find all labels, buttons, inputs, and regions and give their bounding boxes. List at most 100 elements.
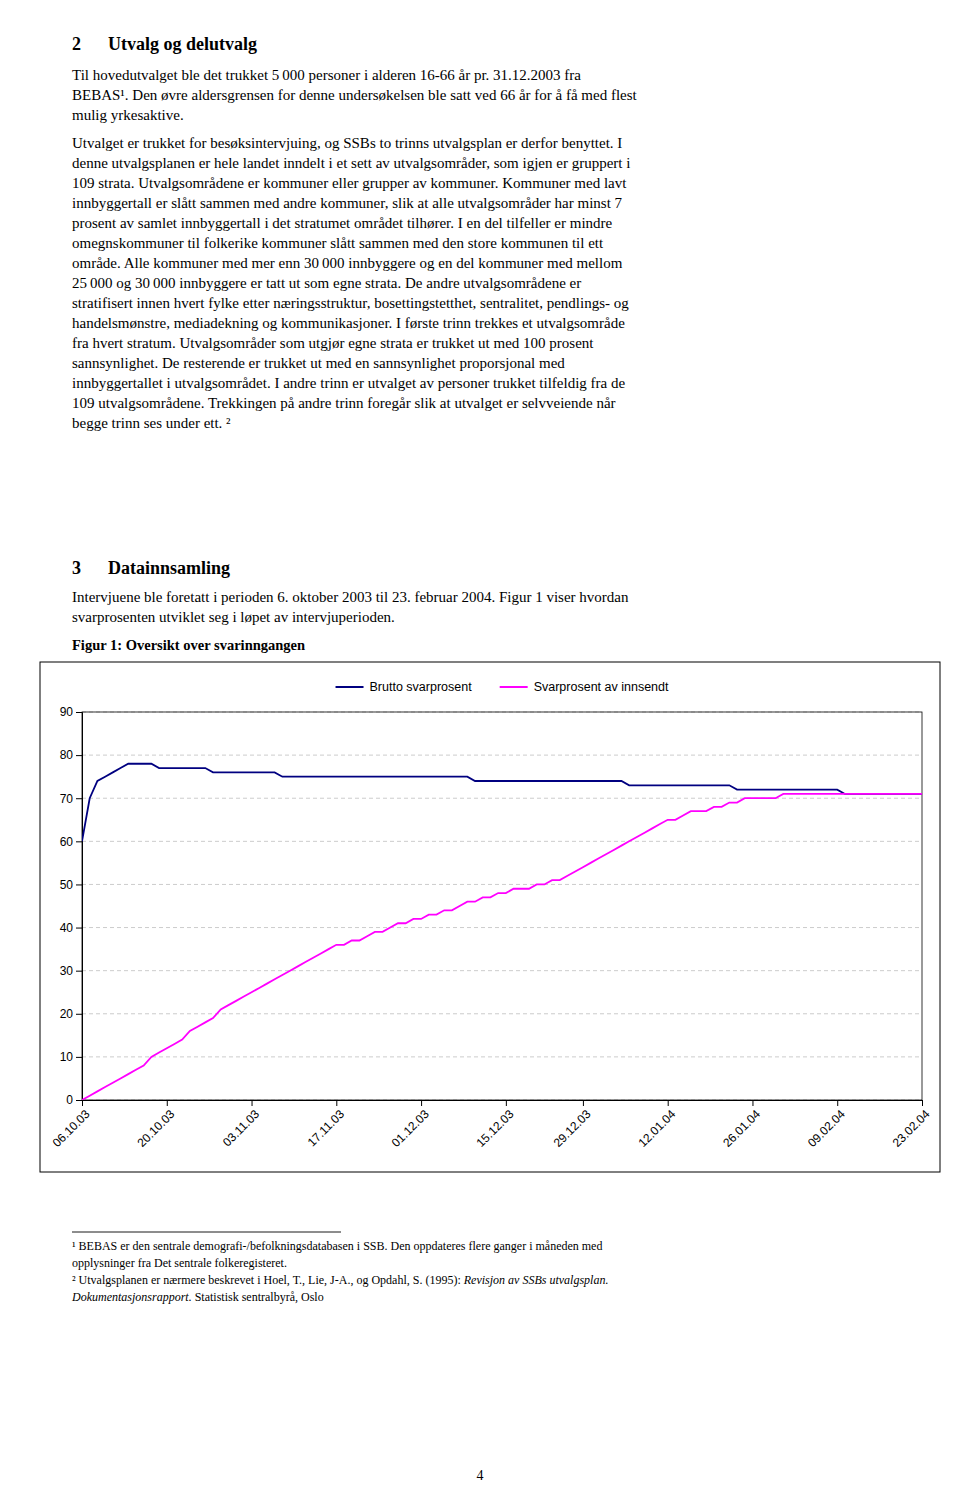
paragraph-line: begge trinn ses under ett. ² bbox=[72, 415, 231, 431]
x-tick: 20.10.03 bbox=[135, 1100, 178, 1150]
paragraph-line: område. Alle kommuner med mer enn 30 000… bbox=[72, 255, 623, 271]
heading-text: Utvalg og delutvalg bbox=[108, 34, 257, 54]
y-tick-mark bbox=[76, 1014, 82, 1015]
heading-number: 2 bbox=[72, 34, 81, 54]
grid-line bbox=[82, 755, 922, 756]
grid-line bbox=[82, 884, 922, 885]
y-axis-line bbox=[76, 713, 83, 1101]
paragraph-line: fra hvert stratum. Utvalgsområder som ut… bbox=[72, 335, 594, 351]
y-axis: 0102030405060708090 bbox=[60, 705, 83, 1107]
footnote-line: ¹ BEBAS er den sentrale demografi-/befol… bbox=[72, 1239, 602, 1253]
y-tick-label: 30 bbox=[60, 964, 74, 978]
series-line bbox=[82, 794, 922, 1100]
page: 2Utvalg og delutvalg3DatainnsamlingTil h… bbox=[0, 0, 960, 1499]
y-tick-label: 10 bbox=[60, 1050, 74, 1064]
paragraph-line: BEBAS¹. Den øvre aldersgrensen for denne… bbox=[72, 87, 638, 103]
x-axis-line bbox=[83, 1101, 923, 1107]
x-tick: 23.02.04 bbox=[890, 1100, 933, 1150]
footnote-line: opplysninger fra Det sentrale folkeregis… bbox=[72, 1256, 287, 1270]
x-tick-label: 01.12.03 bbox=[389, 1107, 432, 1150]
grid-line bbox=[82, 798, 922, 799]
x-tick-label: 20.10.03 bbox=[135, 1107, 178, 1150]
plot-frame bbox=[82, 712, 922, 1100]
x-tick-label: 09.02.04 bbox=[805, 1107, 848, 1150]
x-tick-label: 06.10.03 bbox=[50, 1107, 93, 1150]
footnote-text: opplysninger fra Det sentrale folkeregis… bbox=[72, 1256, 287, 1270]
y-tick-label: 50 bbox=[60, 878, 74, 892]
x-tick-mark bbox=[583, 1100, 584, 1106]
paragraph-line: stratifisert innen hvert fylke etter nær… bbox=[72, 295, 629, 311]
paragraph: Utvalget er trukket for besøksintervjuin… bbox=[72, 135, 630, 431]
paragraph: Intervjuene ble foretatt i perioden 6. o… bbox=[72, 589, 629, 625]
y-tick: 20 bbox=[60, 1007, 82, 1021]
paragraph-line: innbyggertall er slått sammen med andre … bbox=[72, 195, 623, 211]
x-tick-mark bbox=[837, 1100, 838, 1106]
y-tick-label: 80 bbox=[60, 748, 74, 762]
x-tick-label: 03.11.03 bbox=[220, 1107, 263, 1150]
x-tick: 26.01.04 bbox=[720, 1100, 763, 1150]
chart-frame bbox=[40, 662, 940, 1172]
paragraph-line: innbyggertallet i utvalgsområdet. I andr… bbox=[72, 375, 625, 391]
paragraph-line: prosent av samlet innbyggertall i det st… bbox=[72, 215, 613, 231]
paragraph-line: 109 strata. Utvalgsområdene er kommuner … bbox=[72, 175, 627, 191]
y-tick: 0 bbox=[66, 1093, 82, 1107]
x-tick: 01.12.03 bbox=[389, 1100, 432, 1150]
x-tick-mark bbox=[506, 1100, 507, 1106]
y-tick-mark bbox=[76, 841, 82, 842]
x-tick: 29.12.03 bbox=[551, 1100, 594, 1150]
y-tick: 40 bbox=[60, 921, 82, 935]
footnote-text: Dokumentasjonsrapport. bbox=[71, 1290, 192, 1304]
heading: 3 Datainnsamling bbox=[72, 558, 230, 578]
x-tick: 06.10.03 bbox=[50, 1100, 93, 1150]
chart-title: Figur 1: Oversikt over svarinngangen bbox=[72, 637, 305, 653]
y-tick-label: 40 bbox=[60, 921, 74, 935]
footnote-text: ¹ BEBAS er den sentrale demografi-/befol… bbox=[72, 1239, 602, 1253]
series-group bbox=[82, 764, 922, 1100]
page-number: 4 bbox=[477, 1468, 484, 1483]
legend-label: Svarprosent av innsendt bbox=[534, 680, 669, 694]
x-tick: 03.11.03 bbox=[220, 1100, 263, 1149]
y-tick-label: 0 bbox=[66, 1093, 73, 1107]
y-tick: 80 bbox=[60, 748, 82, 762]
y-tick: 50 bbox=[60, 878, 82, 892]
footnote-line: Dokumentasjonsrapport. Statistisk sentra… bbox=[71, 1290, 324, 1304]
x-tick-mark bbox=[421, 1100, 422, 1106]
x-tick: 17.11.03 bbox=[305, 1100, 348, 1149]
y-tick: 70 bbox=[60, 792, 82, 806]
y-tick: 30 bbox=[60, 964, 82, 978]
paragraph-line: 109 utvalgsområdene. Trekkingen på andre… bbox=[72, 395, 616, 411]
legend-swatch bbox=[500, 686, 528, 688]
legend: Brutto svarprosent Svarprosent av innsend… bbox=[336, 680, 669, 694]
x-tick-mark bbox=[252, 1100, 253, 1106]
footnote-text: Statistisk sentralbyrå, Oslo bbox=[192, 1290, 324, 1304]
paragraph-line: omegnskommuner til folkerike kommuner sl… bbox=[72, 235, 604, 251]
y-tick-label: 70 bbox=[60, 792, 74, 806]
heading-text: Datainnsamling bbox=[108, 558, 230, 578]
x-tick-label: 17.11.03 bbox=[305, 1107, 348, 1150]
legend-swatch bbox=[336, 686, 364, 688]
y-tick-label: 60 bbox=[60, 835, 74, 849]
y-tick-mark bbox=[76, 928, 82, 929]
grid-line bbox=[82, 1013, 922, 1014]
heading: 2 Utvalg og delutvalg bbox=[72, 34, 257, 54]
paragraph-line: handelsmønstre, mediadekning og kommunik… bbox=[72, 315, 625, 331]
x-tick-label: 23.02.04 bbox=[890, 1107, 933, 1150]
y-tick-mark bbox=[76, 1057, 82, 1058]
x-tick-mark bbox=[668, 1100, 669, 1106]
footnote-separator bbox=[72, 1232, 341, 1233]
x-tick-label: 15.12.03 bbox=[474, 1107, 517, 1150]
x-tick-mark bbox=[922, 1100, 923, 1106]
legend-item: Svarprosent av innsendt bbox=[500, 680, 669, 694]
footnote: ¹ BEBAS er den sentrale demografi-/befol… bbox=[72, 1239, 602, 1270]
x-tick: 09.02.04 bbox=[805, 1100, 848, 1150]
heading-number: 3 bbox=[72, 558, 81, 578]
x-tick-mark bbox=[82, 1100, 83, 1106]
grid-line bbox=[82, 1056, 922, 1057]
x-tick-label: 29.12.03 bbox=[551, 1107, 594, 1150]
y-tick-mark bbox=[76, 884, 82, 885]
grid-line bbox=[82, 927, 922, 928]
paragraph-line: Utvalget er trukket for besøksintervjuin… bbox=[72, 135, 622, 151]
y-tick-mark bbox=[76, 1100, 82, 1101]
legend-label: Brutto svarprosent bbox=[370, 680, 473, 694]
y-tick-mark bbox=[76, 712, 82, 713]
